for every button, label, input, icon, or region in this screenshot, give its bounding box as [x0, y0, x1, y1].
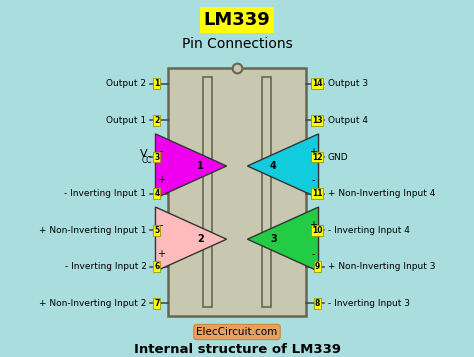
Bar — [262, 77, 271, 307]
Text: Output 1: Output 1 — [106, 116, 146, 125]
Text: - Inverting Input 4: - Inverting Input 4 — [328, 226, 410, 235]
Polygon shape — [247, 134, 319, 198]
Polygon shape — [155, 207, 227, 271]
Text: Output 4: Output 4 — [328, 116, 367, 125]
Text: Output 3: Output 3 — [328, 79, 368, 89]
Text: Pin Connections: Pin Connections — [182, 36, 292, 51]
Text: CC: CC — [141, 156, 152, 165]
Text: +: + — [309, 220, 317, 230]
Text: ElecCircuit.com: ElecCircuit.com — [196, 327, 278, 337]
Text: - Inverting Input 2: - Inverting Input 2 — [64, 262, 146, 271]
Text: 9: 9 — [314, 262, 320, 271]
Text: + Non-Inverting Input 2: + Non-Inverting Input 2 — [39, 299, 146, 308]
Text: 7: 7 — [154, 299, 160, 308]
Polygon shape — [155, 134, 227, 198]
Text: Output 2: Output 2 — [107, 79, 146, 89]
Text: +: + — [309, 146, 317, 157]
Text: -: - — [159, 146, 163, 157]
Text: -: - — [159, 220, 163, 230]
Text: 5: 5 — [155, 226, 159, 235]
Text: 8: 8 — [314, 299, 320, 308]
Text: 11: 11 — [312, 189, 322, 198]
Text: - Inverting Input 3: - Inverting Input 3 — [328, 299, 410, 308]
Text: 2: 2 — [197, 234, 204, 244]
Text: 4: 4 — [270, 161, 277, 171]
Text: -: - — [311, 175, 315, 186]
Text: 2: 2 — [154, 116, 160, 125]
Text: -: - — [311, 248, 315, 259]
Text: + Non-Inverting Input 1: + Non-Inverting Input 1 — [39, 226, 146, 235]
Text: 3: 3 — [270, 234, 277, 244]
Text: 10: 10 — [312, 226, 322, 235]
Text: 3: 3 — [154, 152, 160, 162]
Polygon shape — [247, 207, 319, 271]
Text: 13: 13 — [312, 116, 322, 125]
Text: + Non-Inverting Input 4: + Non-Inverting Input 4 — [328, 189, 435, 198]
Text: + Non-Inverting Input 3: + Non-Inverting Input 3 — [328, 262, 435, 271]
Text: 6: 6 — [154, 262, 160, 271]
Text: 1: 1 — [154, 79, 160, 89]
Text: GND: GND — [328, 152, 348, 162]
Text: +: + — [157, 175, 165, 186]
Text: 4: 4 — [154, 189, 160, 198]
Text: V: V — [140, 149, 148, 159]
Text: Internal structure of LM339: Internal structure of LM339 — [134, 343, 340, 356]
Text: 12: 12 — [312, 152, 322, 162]
FancyBboxPatch shape — [168, 68, 306, 316]
Text: LM339: LM339 — [204, 11, 270, 29]
Bar — [203, 77, 212, 307]
Text: - Inverting Input 1: - Inverting Input 1 — [64, 189, 146, 198]
Text: +: + — [157, 248, 165, 259]
Text: 14: 14 — [312, 79, 322, 89]
Text: 1: 1 — [197, 161, 204, 171]
